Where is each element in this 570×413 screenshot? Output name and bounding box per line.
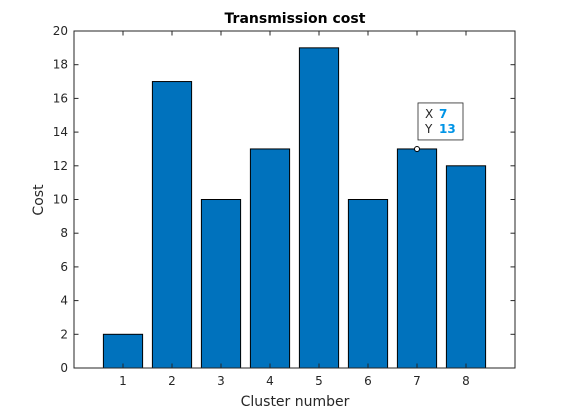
datatip-y-value: 13 <box>439 122 456 136</box>
datatip-y-key: Y <box>424 122 433 136</box>
datatip-x-value: 7 <box>439 107 447 121</box>
y-tick-label: 4 <box>60 294 68 308</box>
y-tick-label: 16 <box>53 91 68 105</box>
x-tick-label: 6 <box>364 374 372 388</box>
datatip-box <box>417 102 464 141</box>
y-tick-label: 6 <box>60 260 68 274</box>
y-tick-label: 20 <box>53 24 68 38</box>
x-axis-label: Cluster number <box>241 394 350 410</box>
plot-frame <box>73 30 516 369</box>
x-tick-label: 3 <box>217 374 225 388</box>
x-tick-label: 2 <box>168 374 176 388</box>
x-tick-label: 8 <box>462 374 470 388</box>
x-tick-label: 4 <box>266 374 274 388</box>
x-tick-label: 1 <box>119 374 127 388</box>
bar-1[interactable] <box>102 333 144 369</box>
plot-area <box>74 31 515 368</box>
bar-2[interactable] <box>151 81 193 369</box>
bar-5[interactable] <box>298 47 340 369</box>
y-axis-label: Cost <box>31 184 47 216</box>
bar-3[interactable] <box>200 199 242 369</box>
x-tick-label: 7 <box>413 374 421 388</box>
y-tick-label: 0 <box>60 361 68 375</box>
bar-8[interactable] <box>445 165 487 369</box>
y-tick-label: 10 <box>53 193 68 207</box>
y-tick-label: 2 <box>60 327 68 341</box>
y-tick-label: 8 <box>60 226 68 240</box>
chart-title: Transmission cost <box>225 11 366 27</box>
datatip-marker[interactable] <box>414 145 420 152</box>
y-tick-label: 14 <box>53 125 68 139</box>
y-tick-label: 18 <box>53 58 68 72</box>
bars <box>102 47 487 369</box>
datatip-x-key: X <box>425 107 433 121</box>
bar-7[interactable] <box>396 148 438 369</box>
bar-6[interactable] <box>347 199 389 369</box>
bar-4[interactable] <box>249 148 291 369</box>
x-tick-label: 5 <box>315 374 323 388</box>
y-tick-label: 12 <box>53 159 68 173</box>
datatip[interactable]: X 7 Y 13 <box>414 102 464 152</box>
